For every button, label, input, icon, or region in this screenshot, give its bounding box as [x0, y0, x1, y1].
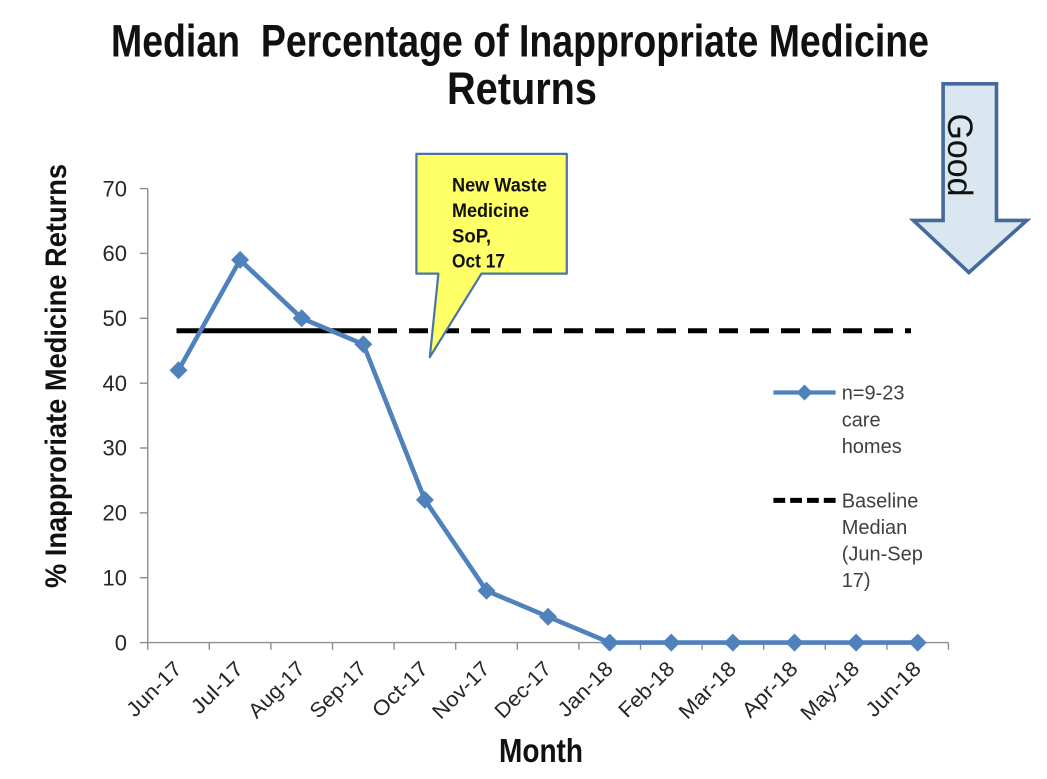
svg-text:Medicine: Medicine	[452, 201, 529, 222]
svg-text:homes: homes	[842, 436, 902, 458]
svg-text:New Waste: New Waste	[452, 176, 547, 197]
svg-text:30: 30	[103, 436, 127, 461]
svg-text:0: 0	[115, 630, 127, 655]
svg-text:Returns: Returns	[447, 63, 597, 114]
svg-text:Oct 17: Oct 17	[452, 252, 505, 273]
svg-text:(Jun-Sep: (Jun-Sep	[842, 544, 923, 566]
svg-text:17): 17)	[842, 570, 871, 592]
svg-text:70: 70	[103, 176, 127, 201]
svg-text:Median Percentage of Inapprop: Median Percentage of Inappropriate Medic…	[111, 16, 929, 67]
svg-text:10: 10	[103, 565, 127, 590]
svg-text:% Inapproriate Medicine Return: % Inapproriate Medicine Returns	[40, 164, 73, 588]
svg-text:20: 20	[103, 501, 127, 526]
svg-text:SoP,: SoP,	[452, 226, 491, 247]
svg-text:60: 60	[103, 241, 127, 266]
svg-text:n=9-23: n=9-23	[842, 383, 905, 405]
svg-text:50: 50	[103, 306, 127, 331]
svg-text:Baseline: Baseline	[842, 490, 919, 512]
svg-text:care: care	[842, 410, 881, 432]
svg-text:Good: Good	[940, 114, 979, 197]
svg-text:Median: Median	[842, 517, 908, 539]
svg-text:40: 40	[103, 371, 127, 396]
svg-text:Month: Month	[499, 732, 583, 769]
